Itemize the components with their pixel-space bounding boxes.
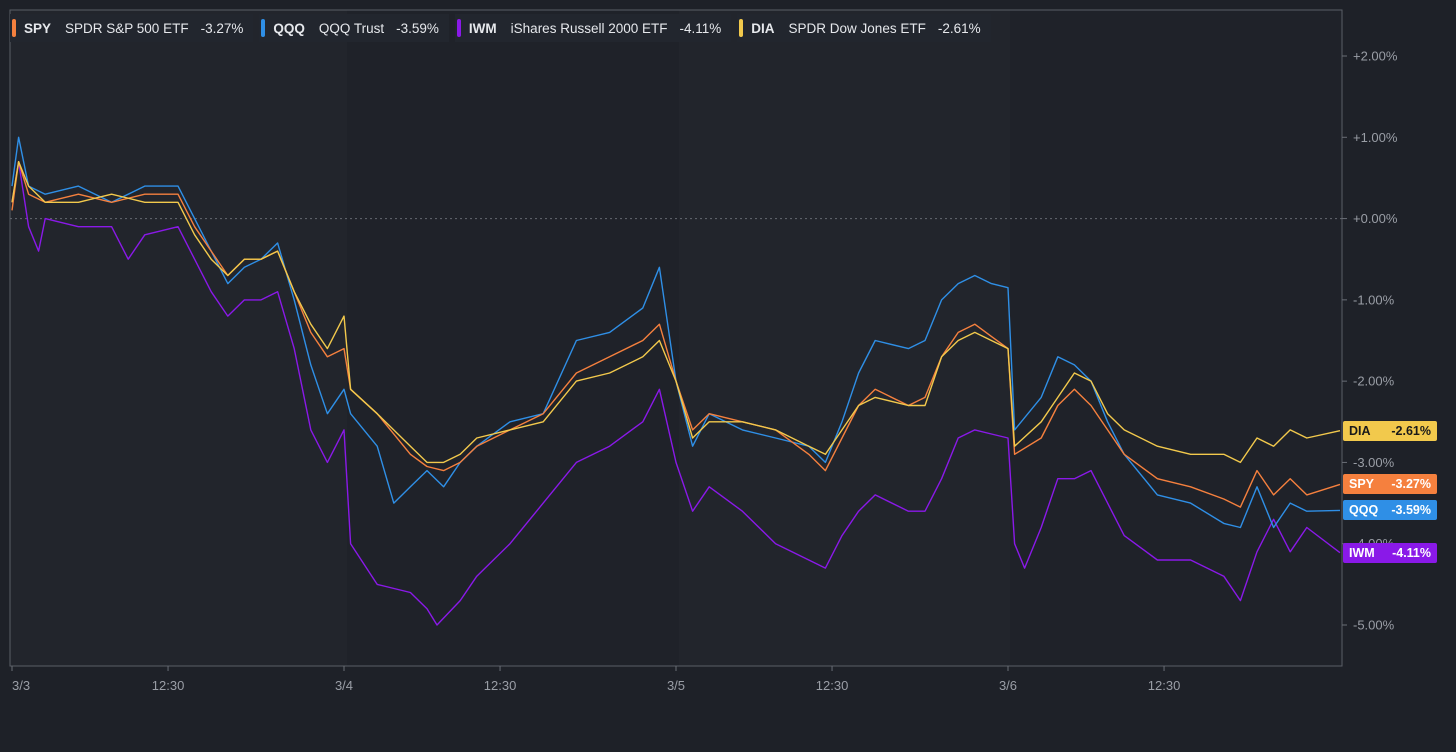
- x-tick-label: 3/4: [335, 678, 353, 693]
- end-label-symbol: DIA: [1349, 423, 1371, 438]
- end-label-symbol: QQQ: [1349, 503, 1379, 518]
- legend-change: -3.27%: [200, 20, 244, 36]
- legend-item-iwm[interactable]: IWM iShares Russell 2000 ETF -4.11%: [454, 14, 732, 42]
- end-label-symbol: IWM: [1349, 545, 1375, 560]
- legend-symbol: IWM: [468, 20, 497, 36]
- x-tick-label: 12:30: [484, 678, 517, 693]
- session-shade-3-6: [1010, 10, 1342, 666]
- x-axis: 3/3 12:30 3/4 12:30 3/5 12:30 3/6 12:30: [11, 666, 1181, 693]
- end-label-change: -3.59%: [1391, 503, 1431, 518]
- legend-name: SPDR S&P 500 ETF: [65, 20, 189, 36]
- end-label-change: -2.61%: [1391, 423, 1431, 438]
- y-tick-label: +1.00%: [1353, 130, 1398, 145]
- legend-symbol: QQQ: [273, 20, 305, 36]
- end-label-change: -3.27%: [1391, 477, 1431, 492]
- legend-item-spy[interactable]: SPY SPDR S&P 500 ETF -3.27%: [10, 14, 254, 42]
- legend-name: SPDR Dow Jones ETF: [788, 20, 926, 36]
- end-label-dia: DIA -2.61%: [1343, 420, 1437, 441]
- legend: SPY SPDR S&P 500 ETF -3.27% QQQ QQQ Trus…: [10, 14, 997, 42]
- y-axis: +2.00%+1.00%+0.00%-1.00%-2.00%-3.00%-4.0…: [1342, 49, 1398, 633]
- x-tick-label: 3/6: [999, 678, 1017, 693]
- legend-change: -3.59%: [396, 20, 439, 36]
- legend-swatch-dia: [739, 19, 744, 37]
- y-tick-label: -2.00%: [1353, 374, 1395, 389]
- y-tick-label: -5.00%: [1353, 618, 1395, 633]
- end-label-change: -4.11%: [1392, 545, 1431, 560]
- legend-change: -4.11%: [679, 20, 722, 36]
- x-tick-label: 12:30: [152, 678, 185, 693]
- series-line-iwm: [11, 161, 1341, 626]
- x-tick-label: 12:30: [1148, 678, 1181, 693]
- end-label-qqq: QQQ -3.59%: [1343, 500, 1437, 521]
- series-line-dia: [11, 161, 1341, 464]
- x-tick-label: 3/3: [12, 678, 30, 693]
- y-tick-label: +0.00%: [1353, 211, 1398, 226]
- y-tick-label: +2.00%: [1353, 49, 1398, 64]
- end-label-symbol: SPY: [1349, 477, 1375, 492]
- x-tick-label: 3/5: [667, 678, 685, 693]
- legend-name: iShares Russell 2000 ETF: [510, 20, 668, 36]
- legend-swatch-spy: [12, 19, 16, 37]
- series-lines: [11, 136, 1341, 626]
- end-label-spy: SPY -3.27%: [1343, 474, 1437, 495]
- legend-symbol: SPY: [24, 20, 52, 36]
- legend-item-dia[interactable]: DIA SPDR Dow Jones ETF -2.61%: [737, 14, 991, 42]
- session-shade-3-4: [347, 10, 679, 666]
- legend-symbol: DIA: [751, 20, 775, 36]
- y-tick-label: -3.00%: [1353, 455, 1395, 470]
- legend-swatch-qqq: [261, 19, 266, 37]
- legend-item-qqq[interactable]: QQQ QQQ Trust -3.59%: [259, 14, 449, 42]
- legend-name: QQQ Trust: [318, 20, 385, 36]
- legend-change: -2.61%: [937, 20, 981, 36]
- legend-swatch-iwm: [456, 19, 461, 37]
- x-tick-label: 12:30: [816, 678, 849, 693]
- y-tick-label: -1.00%: [1353, 292, 1395, 307]
- end-label-iwm: IWM -4.11%: [1343, 542, 1437, 563]
